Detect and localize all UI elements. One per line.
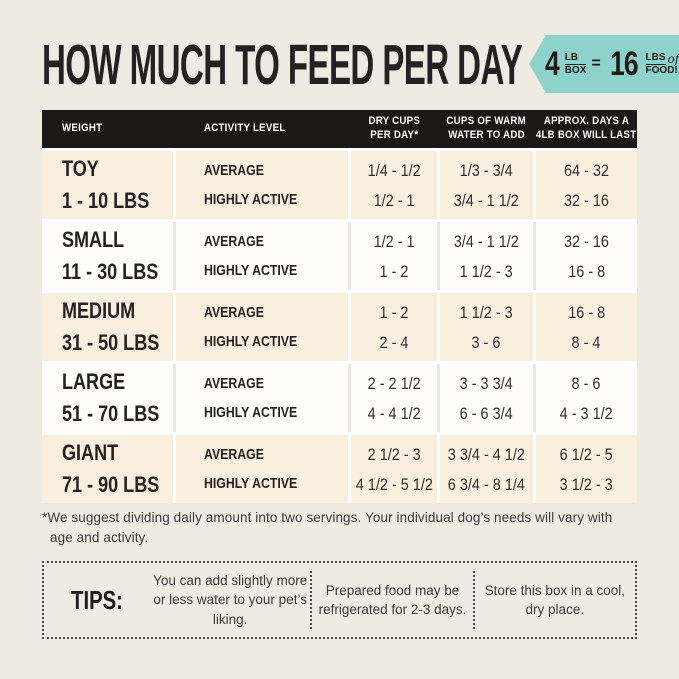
days-cell: 64 - 32 32 - 16 [536, 151, 637, 219]
activity-cell: AVERAGE HIGHLY ACTIVE [176, 293, 348, 361]
table-row-small: SMALL 11 - 30 LBS AVERAGE HIGHLY ACTIVE 1/2 … [42, 222, 637, 290]
days-cell: 32 - 16 16 - 8 [536, 222, 637, 290]
ribbon-unit-lb: LB [564, 52, 587, 65]
table-row-giant: GIANT 71 - 90 LBS AVERAGE HIGHLY ACTIVE 2 1/… [42, 435, 637, 503]
tip-text: Store this box in a cool, dry place. [484, 582, 625, 617]
tip-text: You can add slightly more or less water … [153, 573, 308, 627]
ribbon-script-of: of [667, 52, 679, 67]
weight-cell: LARGE 51 - 70 LBS [42, 364, 173, 432]
ribbon-box-unit: LB BOX [564, 52, 587, 77]
tips-box: TIPS: You can add slightly more or less … [42, 561, 637, 639]
ribbon-food-unit: LBS of FOOD! [645, 52, 679, 77]
tips-divider [472, 571, 475, 629]
tip-item: Store this box in a cool, dry place. [475, 581, 635, 619]
activity-cell: AVERAGE HIGHLY ACTIVE [176, 222, 348, 290]
tip-item: You can add slightly more or less water … [150, 571, 310, 628]
ribbon-unit-food: FOOD! [645, 65, 678, 76]
equivalence-ribbon: 4 LB BOX = 16 LBS of FOOD! [529, 35, 679, 93]
tip-item: Prepared food may be refrigerated for 2-… [312, 581, 472, 619]
ribbon-box-quantity: 4 [544, 45, 560, 83]
ribbon-food-quantity: 16 [609, 45, 639, 83]
header-cell: WEIGHT [62, 122, 103, 135]
page-title: HOW MUCH TO FEED PER DAY [42, 33, 523, 97]
water-cell: 3 - 3 3/4 6 - 6 3/4 [440, 364, 533, 432]
weight-cell: SMALL 11 - 30 LBS [42, 222, 173, 290]
header-cell: APPROX. DAYS A 4LB BOX WILL LAST [536, 115, 637, 141]
ribbon-unit-box: BOX [564, 65, 587, 76]
table-row-toy: TOY 1 - 10 LBS AVERAGE HIGHLY ACTIVE 1/4 - 1… [42, 151, 637, 219]
activity-cell: AVERAGE HIGHLY ACTIVE [176, 435, 348, 503]
dry-cups-cell: 2 - 2 1/2 4 - 4 1/2 [351, 364, 437, 432]
equals-sign: = [591, 55, 601, 72]
table-header: WEIGHT ACTIVITY LEVEL DRY CUPS PER DAY* CUPS… [42, 110, 637, 148]
footnote: *We suggest dividing daily amount into t… [42, 510, 613, 545]
activity-cell: AVERAGE HIGHLY ACTIVE [176, 151, 348, 219]
water-cell: 3/4 - 1 1/2 1 1/2 - 3 [440, 222, 533, 290]
feeding-table: WEIGHT ACTIVITY LEVEL DRY CUPS PER DAY* CUPS… [42, 110, 637, 503]
weight-cell: MEDIUM 31 - 50 LBS [42, 293, 173, 361]
weight-cell: GIANT 71 - 90 LBS [42, 435, 173, 503]
table-row-large: LARGE 51 - 70 LBS AVERAGE HIGHLY ACTIVE 2 - … [42, 364, 637, 432]
water-cell: 1/3 - 3/4 3/4 - 1 1/2 [440, 151, 533, 219]
tips-label: TIPS: [71, 584, 123, 615]
ribbon-unit-lbs: LBS [645, 52, 666, 65]
weight-cell: TOY 1 - 10 LBS [42, 151, 173, 219]
table-row-medium: MEDIUM 31 - 50 LBS AVERAGE HIGHLY ACTIVE 1 -… [42, 293, 637, 361]
tips-items: You can add slightly more or less water … [150, 563, 635, 637]
dry-cups-cell: 1/4 - 1/2 1/2 - 1 [351, 151, 437, 219]
header-cell: CUPS OF WARM WATER TO ADD [446, 115, 527, 141]
tip-text: Prepared food may be refrigerated for 2-… [318, 582, 467, 617]
table-body: TOY 1 - 10 LBS AVERAGE HIGHLY ACTIVE 1/4 - 1… [42, 151, 637, 503]
activity-cell: AVERAGE HIGHLY ACTIVE [176, 364, 348, 432]
tips-divider [310, 571, 313, 629]
header-cell: DRY CUPS PER DAY* [368, 115, 420, 141]
water-cell: 3 3/4 - 4 1/2 6 3/4 - 8 1/4 [440, 435, 533, 503]
header-cell: ACTIVITY LEVEL [204, 122, 286, 135]
